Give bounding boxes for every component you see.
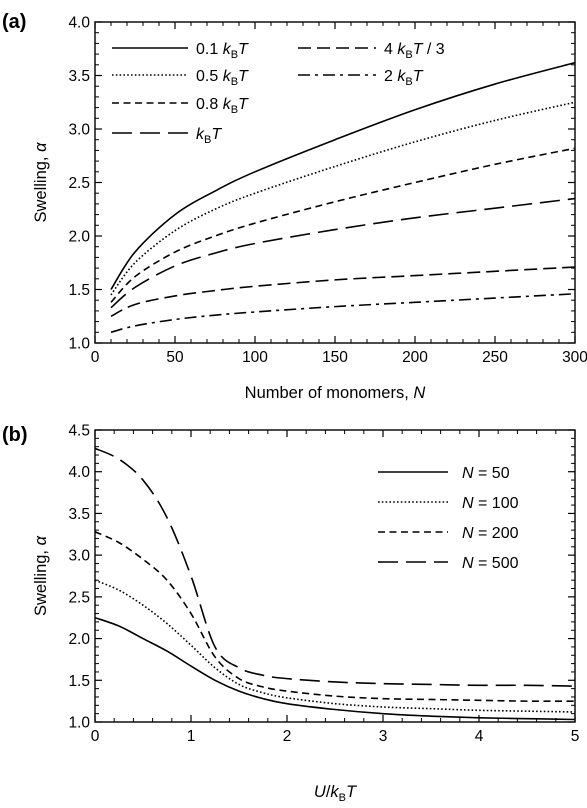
y-tick-label: 2.0 xyxy=(68,631,90,648)
x-tick-label: 4 xyxy=(475,728,484,745)
y-tick-label: 2.0 xyxy=(68,229,90,246)
y-tick-label: 1.5 xyxy=(68,282,90,299)
y-tick-label: 1.0 xyxy=(68,715,90,732)
x-tick-label: 3 xyxy=(379,728,388,745)
x-tick-label: 100 xyxy=(242,349,268,366)
x-axis-label: Number of monomers, N xyxy=(245,384,426,402)
legend-label-2: 0.5 kBT xyxy=(196,68,249,88)
legend-label-3: N = 200 xyxy=(462,525,519,542)
y-tick-label: 4.5 xyxy=(68,423,90,440)
x-tick-label: 300 xyxy=(562,349,587,366)
series-line-4 xyxy=(110,197,575,309)
chart-panel-b: 0 1 2 3 4 5 1.0 1.5 2.0 2.5 3.0 3.5 4.0 4.5 (b) Swellin… xyxy=(2,423,579,805)
series-line-1 xyxy=(95,616,575,721)
plot-frame xyxy=(94,429,576,723)
plot-frame xyxy=(94,21,576,344)
series-line-5 xyxy=(110,266,575,317)
x-axis-label: U/kBT xyxy=(314,783,358,804)
x-tick-label: 50 xyxy=(166,349,184,366)
legend-label-5: 4 kBT / 3 xyxy=(384,41,445,61)
x-tick-label: 200 xyxy=(402,349,428,366)
y-tick-label: 2.5 xyxy=(68,589,90,606)
panel-label: (b) xyxy=(2,424,28,446)
series-line-3 xyxy=(95,531,575,703)
series-group xyxy=(95,447,575,721)
series-line-2 xyxy=(110,101,575,296)
legend-label-1: N = 50 xyxy=(462,465,510,482)
y-tick-label: 3.0 xyxy=(68,548,90,565)
legend-label-4: N = 500 xyxy=(462,555,519,572)
legend-label-1: 0.1 kBT xyxy=(196,41,249,61)
series-line-2 xyxy=(95,579,575,713)
x-tick-label: 150 xyxy=(322,349,348,366)
y-tick-label: 3.0 xyxy=(68,122,90,139)
x-tick-label: 0 xyxy=(91,349,100,366)
series-group xyxy=(110,61,575,334)
y-tick-label: 1.0 xyxy=(68,336,90,353)
legend-label-2: N = 100 xyxy=(462,495,519,512)
series-line-6 xyxy=(110,292,575,334)
series-line-4 xyxy=(95,447,575,687)
y-tick-label: 3.5 xyxy=(68,68,90,85)
y-tick-label: 3.5 xyxy=(68,506,90,523)
legend-label-4: kBT xyxy=(196,126,222,146)
chart-panel-a: 0 50 100 150 200 250 300 1.0 1.5 2.0 2.5 3.0 3.5 4.0 (… xyxy=(2,11,587,402)
y-tick-label: 2.5 xyxy=(68,175,90,192)
x-tick-label: 0 xyxy=(91,728,100,745)
y-tick-label: 4.0 xyxy=(68,15,90,32)
y-axis-label: Swelling, α xyxy=(32,535,50,616)
y-tick-label: 4.0 xyxy=(68,464,90,481)
x-tick-label: 1 xyxy=(187,728,196,745)
y-axis-label: Swelling, α xyxy=(32,142,50,223)
panel-label: (a) xyxy=(2,11,26,33)
legend-label-6: 2 kBT xyxy=(384,68,424,88)
legend: N = 50 N = 100 N = 200 N = 500 xyxy=(378,465,519,572)
legend: 0.1 kBT 0.5 kBT 0.8 kBT kBT 4 kBT / 3 2 kBT xyxy=(112,41,445,146)
legend-label-3: 0.8 kBT xyxy=(196,96,249,116)
x-tick-label: 5 xyxy=(571,728,580,745)
y-tick-label: 1.5 xyxy=(68,673,90,690)
series-line-1 xyxy=(110,61,575,290)
x-tick-label: 250 xyxy=(482,349,508,366)
series-line-3 xyxy=(110,147,575,303)
x-tick-label: 2 xyxy=(283,728,292,745)
